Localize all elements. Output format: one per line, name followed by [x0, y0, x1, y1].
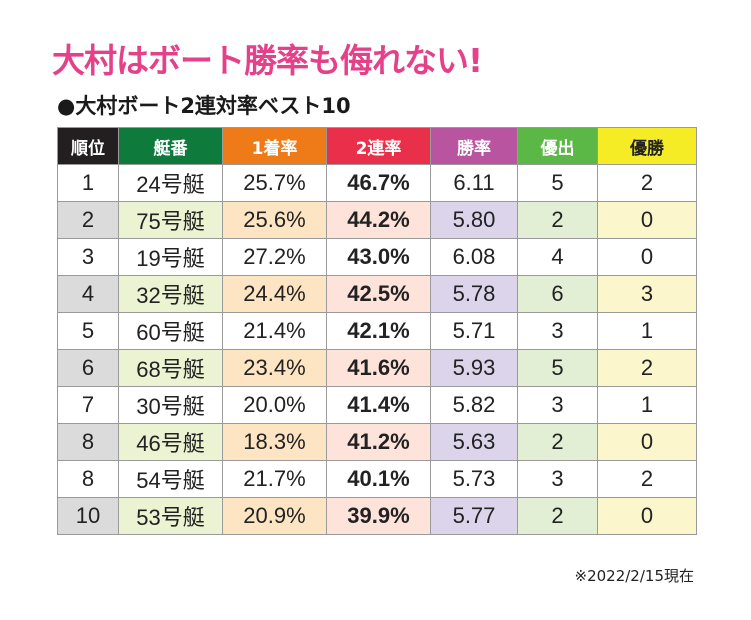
cell-championships: 2: [597, 164, 697, 202]
cell-first-rate: 25.6%: [222, 201, 327, 239]
cell-rank: 4: [57, 275, 119, 313]
cell-boat: 53号艇: [118, 497, 223, 535]
cell-championships: 1: [597, 386, 697, 424]
cell-boat: 68号艇: [118, 349, 223, 387]
cell-finals: 2: [517, 497, 598, 535]
cell-finals: 3: [517, 460, 598, 498]
cell-first-rate: 27.2%: [222, 238, 327, 276]
cell-quinella-rate: 43.0%: [326, 238, 431, 276]
header-finals: 優出: [517, 127, 598, 165]
cell-quinella-rate: 41.6%: [326, 349, 431, 387]
table-row: 6 68号艇 23.4% 41.6% 5.93 5 2: [57, 349, 697, 387]
cell-win-rate: 5.63: [430, 423, 518, 461]
cell-championships: 3: [597, 275, 697, 313]
cell-quinella-rate: 41.2%: [326, 423, 431, 461]
table-row: 7 30号艇 20.0% 41.4% 5.82 3 1: [57, 386, 697, 424]
cell-boat: 75号艇: [118, 201, 223, 239]
table-row: 2 75号艇 25.6% 44.2% 5.80 2 0: [57, 201, 697, 239]
cell-win-rate: 5.71: [430, 312, 518, 350]
table-row: 3 19号艇 27.2% 43.0% 6.08 4 0: [57, 238, 697, 276]
cell-win-rate: 5.78: [430, 275, 518, 313]
cell-win-rate: 5.80: [430, 201, 518, 239]
cell-finals: 6: [517, 275, 598, 313]
date-note: ※2022/2/15現在: [574, 567, 694, 585]
cell-rank: 5: [57, 312, 119, 350]
cell-rank: 10: [57, 497, 119, 535]
cell-championships: 0: [597, 201, 697, 239]
cell-championships: 0: [597, 238, 697, 276]
cell-quinella-rate: 39.9%: [326, 497, 431, 535]
cell-rank: 8: [57, 423, 119, 461]
cell-boat: 19号艇: [118, 238, 223, 276]
cell-first-rate: 18.3%: [222, 423, 327, 461]
cell-boat: 30号艇: [118, 386, 223, 424]
cell-rank: 2: [57, 201, 119, 239]
cell-rank: 8: [57, 460, 119, 498]
cell-quinella-rate: 41.4%: [326, 386, 431, 424]
cell-championships: 2: [597, 460, 697, 498]
cell-rank: 1: [57, 164, 119, 202]
cell-championships: 2: [597, 349, 697, 387]
header-championships: 優勝: [597, 127, 697, 165]
cell-first-rate: 20.9%: [222, 497, 327, 535]
cell-rank: 3: [57, 238, 119, 276]
cell-first-rate: 24.4%: [222, 275, 327, 313]
header-boat: 艇番: [118, 127, 223, 165]
table-row: 8 54号艇 21.7% 40.1% 5.73 3 2: [57, 460, 697, 498]
cell-championships: 0: [597, 497, 697, 535]
cell-boat: 46号艇: [118, 423, 223, 461]
cell-boat: 60号艇: [118, 312, 223, 350]
cell-rank: 7: [57, 386, 119, 424]
cell-first-rate: 21.4%: [222, 312, 327, 350]
header-rank: 順位: [57, 127, 119, 165]
table-row: 10 53号艇 20.9% 39.9% 5.77 2 0: [57, 497, 697, 535]
cell-quinella-rate: 44.2%: [326, 201, 431, 239]
cell-win-rate: 5.82: [430, 386, 518, 424]
cell-quinella-rate: 40.1%: [326, 460, 431, 498]
cell-finals: 3: [517, 312, 598, 350]
table-row: 1 24号艇 25.7% 46.7% 6.11 5 2: [57, 164, 697, 202]
cell-win-rate: 6.11: [430, 164, 518, 202]
cell-boat: 54号艇: [118, 460, 223, 498]
table-body: 1 24号艇 25.7% 46.7% 6.11 5 2 2 75号艇 25.6% 44.2% 5.80…: [57, 164, 697, 535]
header-win-rate: 勝率: [430, 127, 518, 165]
table-row: 4 32号艇 24.4% 42.5% 5.78 6 3: [57, 275, 697, 313]
cell-boat: 32号艇: [118, 275, 223, 313]
cell-quinella-rate: 42.1%: [326, 312, 431, 350]
cell-win-rate: 5.93: [430, 349, 518, 387]
cell-finals: 5: [517, 164, 598, 202]
cell-quinella-rate: 42.5%: [326, 275, 431, 313]
ranking-table: 順位 艇番 1着率 2連率 勝率 優出 優勝 1 24号艇 25.7% 46.7% 6.…: [57, 127, 697, 535]
cell-win-rate: 5.77: [430, 497, 518, 535]
table-row: 8 46号艇 18.3% 41.2% 5.63 2 0: [57, 423, 697, 461]
cell-rank: 6: [57, 349, 119, 387]
cell-quinella-rate: 46.7%: [326, 164, 431, 202]
cell-boat: 24号艇: [118, 164, 223, 202]
cell-championships: 1: [597, 312, 697, 350]
cell-finals: 3: [517, 386, 598, 424]
cell-finals: 2: [517, 201, 598, 239]
cell-win-rate: 6.08: [430, 238, 518, 276]
cell-finals: 5: [517, 349, 598, 387]
header-quinella-rate: 2連率: [326, 127, 431, 165]
cell-first-rate: 23.4%: [222, 349, 327, 387]
cell-first-rate: 21.7%: [222, 460, 327, 498]
table-header-row: 順位 艇番 1着率 2連率 勝率 優出 優勝: [57, 127, 697, 165]
cell-win-rate: 5.73: [430, 460, 518, 498]
header-first-rate: 1着率: [222, 127, 327, 165]
cell-first-rate: 25.7%: [222, 164, 327, 202]
table-subtitle: ●大村ボート2連対率ベスト10: [57, 94, 351, 118]
cell-first-rate: 20.0%: [222, 386, 327, 424]
cell-finals: 2: [517, 423, 598, 461]
table-row: 5 60号艇 21.4% 42.1% 5.71 3 1: [57, 312, 697, 350]
page-title: 大村はボート勝率も侮れない!: [52, 41, 483, 80]
cell-finals: 4: [517, 238, 598, 276]
cell-championships: 0: [597, 423, 697, 461]
